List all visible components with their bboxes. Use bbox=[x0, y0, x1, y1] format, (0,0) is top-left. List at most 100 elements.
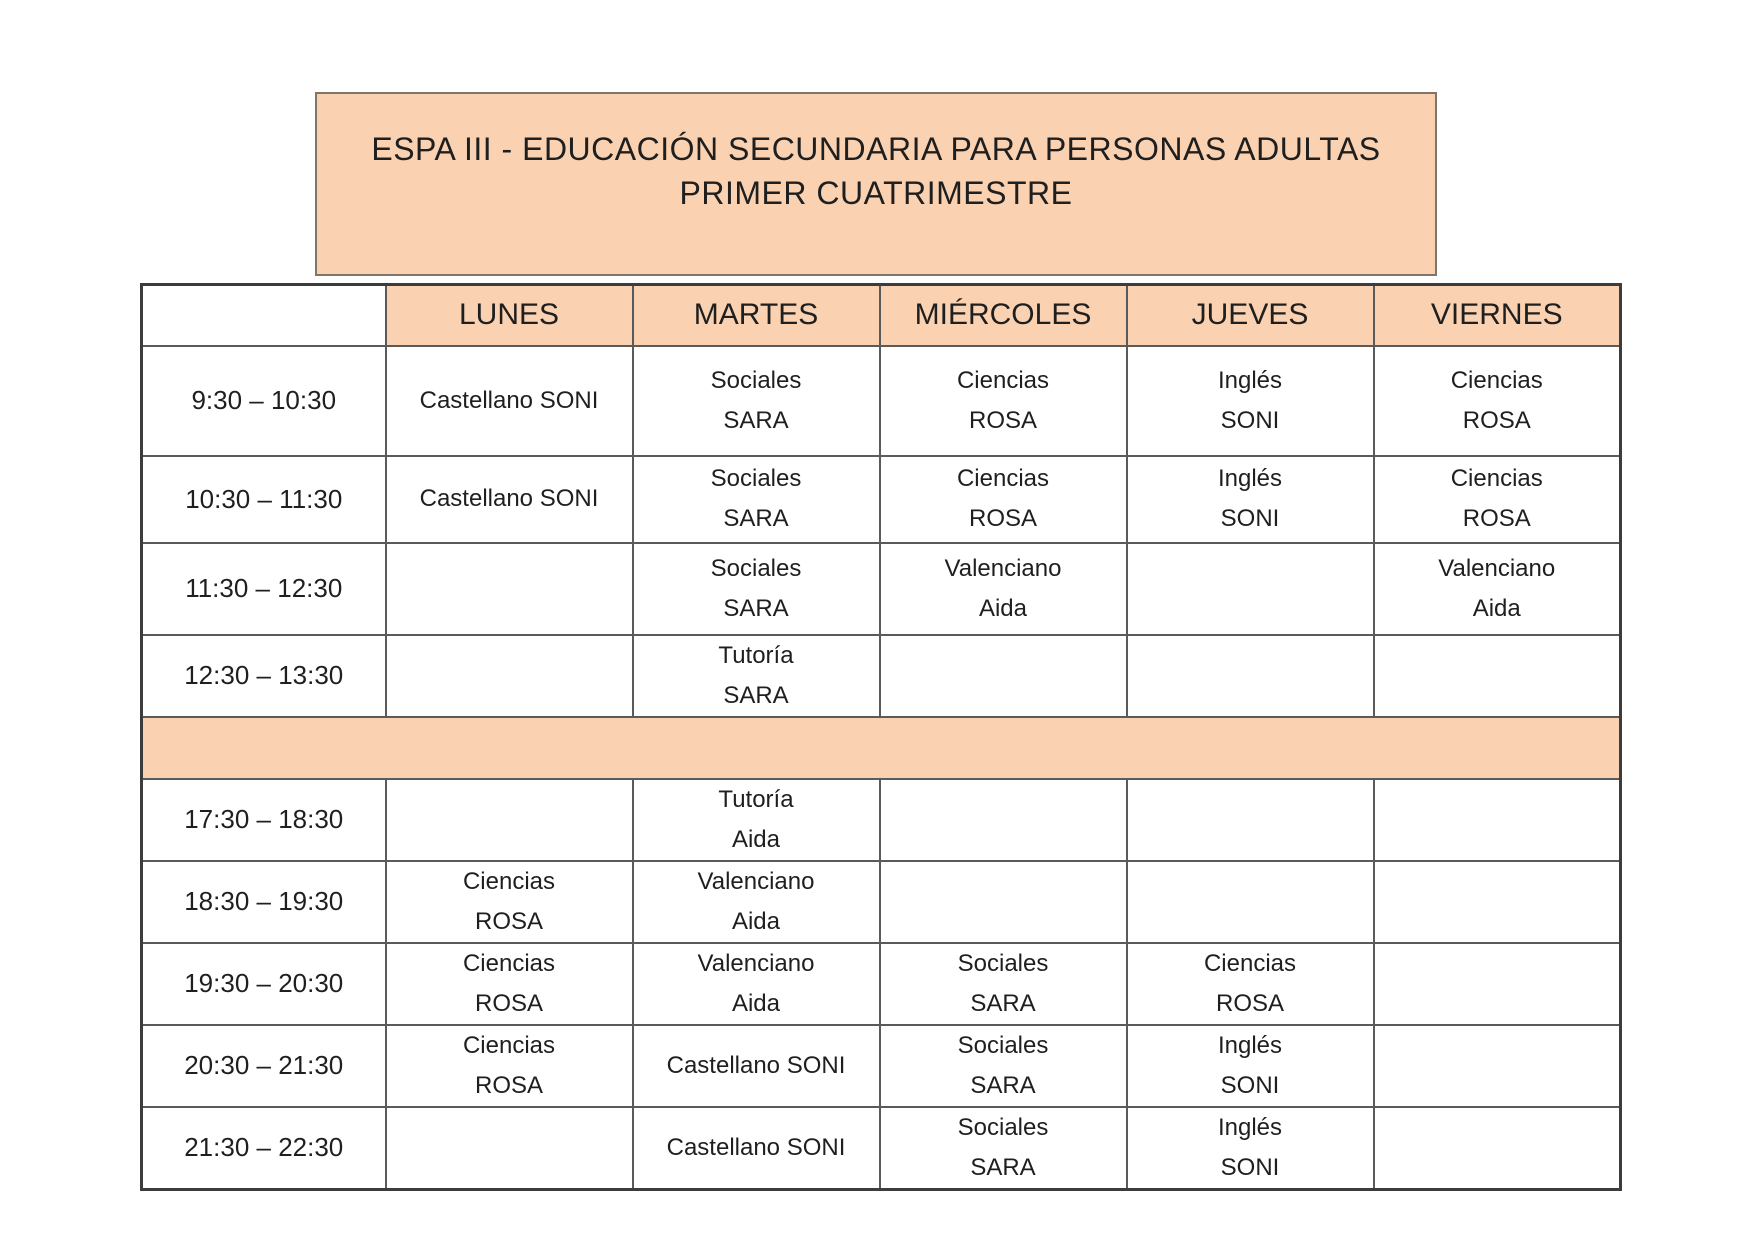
schedule-cell-line: Inglés bbox=[1217, 465, 1283, 492]
schedule-cell: Ciencias ROSA bbox=[1372, 344, 1622, 457]
schedule-cell: Valenciano Aida bbox=[1372, 541, 1622, 636]
schedule-cell bbox=[1125, 859, 1375, 944]
schedule-cell: Ciencias ROSA bbox=[878, 454, 1128, 544]
schedule-cell: Castellano SONI bbox=[631, 1023, 881, 1108]
schedule-cell bbox=[878, 633, 1128, 718]
schedule-cell-line: Inglés bbox=[1217, 1031, 1283, 1059]
schedule-cell-line: SARA bbox=[723, 505, 789, 532]
schedule-cell bbox=[1372, 859, 1622, 944]
schedule-cell-line: Aida bbox=[731, 825, 781, 853]
schedule-cell bbox=[1372, 777, 1622, 862]
time-cell: 12:30 – 13:30 bbox=[140, 633, 387, 718]
time-cell: 20:30 – 21:30 bbox=[140, 1023, 387, 1108]
schedule-cell-line: SONI bbox=[1220, 1153, 1280, 1181]
schedule-cell-line: Sociales bbox=[710, 366, 802, 394]
schedule-cell: Ciencias ROSA bbox=[384, 859, 634, 944]
schedule-cell: Tutoría Aida bbox=[631, 777, 881, 862]
schedule-cell bbox=[384, 633, 634, 718]
schedule-cell bbox=[1125, 777, 1375, 862]
schedule-cell bbox=[384, 1105, 634, 1190]
timetable-body: 9:30 – 10:30 Castellano SONI Sociales SARA C… bbox=[140, 344, 1622, 1190]
schedule-cell-line: Ciencias bbox=[1450, 366, 1543, 394]
time-cell: 21:30 – 22:30 bbox=[140, 1105, 387, 1190]
schedule-cell-line: ROSA bbox=[474, 907, 543, 935]
schedule-cell: Ciencias ROSA bbox=[1372, 454, 1622, 544]
schedule-cell: Ciencias ROSA bbox=[878, 344, 1128, 457]
schedule-cell-line: ROSA bbox=[968, 406, 1037, 434]
schedule-cell: Valenciano Aida bbox=[631, 859, 881, 944]
schedule-cell-line: ROSA bbox=[474, 989, 543, 1017]
schedule-cell-line: SARA bbox=[970, 1071, 1036, 1099]
title-line-1: ESPA III - EDUCACIÓN SECUNDARIA PARA PER… bbox=[371, 131, 1381, 167]
schedule-cell-line: Valenciano bbox=[697, 867, 815, 895]
schedule-cell bbox=[1372, 633, 1622, 718]
day-header-jueves: JUEVES bbox=[1125, 283, 1375, 347]
schedule-cell-line: Tutoría bbox=[718, 641, 794, 669]
schedule-cell: Valenciano Aida bbox=[878, 541, 1128, 636]
schedule-cell-line: Inglés bbox=[1217, 1113, 1283, 1141]
schedule-cell-line: Tutoría bbox=[718, 785, 794, 813]
time-cell: 9:30 – 10:30 bbox=[140, 344, 387, 457]
schedule-cell: Castellano SONI bbox=[384, 454, 634, 544]
header-row: LUNES MARTES MIÉRCOLES JUEVES VIERNES bbox=[140, 283, 1622, 347]
schedule-cell bbox=[1372, 1023, 1622, 1108]
schedule-cell-line: Ciencias bbox=[956, 366, 1050, 394]
timetable-row: 10:30 – 11:30 Castellano SONI Sociales SARA… bbox=[140, 454, 1622, 544]
schedule-cell-line: Valenciano bbox=[944, 554, 1062, 582]
schedule-cell-line: SARA bbox=[970, 1153, 1036, 1181]
schedule-cell-line: Aida bbox=[731, 907, 781, 935]
schedule-cell-line: ROSA bbox=[1462, 406, 1531, 434]
schedule-cell-line: Sociales bbox=[710, 465, 802, 492]
corner-cell bbox=[140, 283, 387, 347]
timetable: LUNES MARTES MIÉRCOLES JUEVES VIERNES 9:30 –… bbox=[140, 283, 1622, 1191]
timetable-row: 20:30 – 21:30 Ciencias ROSA Castellano SONI… bbox=[140, 1023, 1622, 1108]
schedule-cell-line: Aida bbox=[731, 989, 781, 1017]
separator-cell bbox=[140, 715, 1622, 780]
time-cell: 18:30 – 19:30 bbox=[140, 859, 387, 944]
schedule-cell-line: SARA bbox=[970, 989, 1036, 1017]
schedule-cell: Inglés SONI bbox=[1125, 1105, 1375, 1190]
schedule-cell-line: ROSA bbox=[968, 505, 1037, 532]
schedule-cell bbox=[878, 777, 1128, 862]
schedule-cell-line: ROSA bbox=[1215, 989, 1284, 1017]
schedule-cell-line: Ciencias bbox=[462, 949, 556, 977]
schedule-cell: Sociales SARA bbox=[631, 454, 881, 544]
timetable-row: 21:30 – 22:30 Castellano SONI Sociales SARA… bbox=[140, 1105, 1622, 1190]
schedule-cell bbox=[1372, 1105, 1622, 1190]
schedule-cell-line: Castellano SONI bbox=[419, 485, 599, 512]
timetable-row: 19:30 – 20:30 Ciencias ROSA Valenciano Aida S… bbox=[140, 941, 1622, 1026]
schedule-cell: Inglés SONI bbox=[1125, 1023, 1375, 1108]
schedule-cell-line: Castellano SONI bbox=[666, 1051, 846, 1079]
timetable-row: 17:30 – 18:30 Tutoría Aida bbox=[140, 777, 1622, 862]
timetable-row: 9:30 – 10:30 Castellano SONI Sociales SARA C… bbox=[140, 344, 1622, 457]
schedule-cell-line: Castellano SONI bbox=[419, 386, 599, 414]
schedule-cell: Castellano SONI bbox=[384, 344, 634, 457]
schedule-cell: Castellano SONI bbox=[631, 1105, 881, 1190]
schedule-cell-line: Valenciano bbox=[1438, 554, 1556, 582]
schedule-cell bbox=[384, 777, 634, 862]
schedule-cell bbox=[1125, 633, 1375, 718]
schedule-cell-line: Ciencias bbox=[462, 867, 556, 895]
separator-row bbox=[140, 715, 1622, 780]
schedule-cell-line: Valenciano bbox=[697, 949, 815, 977]
schedule-cell-line: Sociales bbox=[710, 554, 802, 582]
schedule-cell: Ciencias ROSA bbox=[1125, 941, 1375, 1026]
title-box: ESPA III - EDUCACIÓN SECUNDARIA PARA PER… bbox=[315, 92, 1437, 276]
schedule-cell-line: SONI bbox=[1220, 1071, 1280, 1099]
schedule-cell: Inglés SONI bbox=[1125, 344, 1375, 457]
schedule-cell: Sociales SARA bbox=[878, 1023, 1128, 1108]
schedule-cell-line: Sociales bbox=[957, 1031, 1049, 1059]
timetable-row: 12:30 – 13:30 Tutoría SARA bbox=[140, 633, 1622, 718]
day-header-miercoles: MIÉRCOLES bbox=[878, 283, 1128, 347]
schedule-cell: Inglés SONI bbox=[1125, 454, 1375, 544]
day-header-martes: MARTES bbox=[631, 283, 881, 347]
title-line-2: PRIMER CUATRIMESTRE bbox=[679, 175, 1073, 211]
schedule-cell-line: Aida bbox=[978, 594, 1028, 622]
time-cell: 10:30 – 11:30 bbox=[140, 454, 387, 544]
schedule-cell-line: Ciencias bbox=[1450, 465, 1543, 492]
schedule-cell: Sociales SARA bbox=[878, 941, 1128, 1026]
schedule-cell bbox=[878, 859, 1128, 944]
schedule-cell: Valenciano Aida bbox=[631, 941, 881, 1026]
schedule-cell-line: Ciencias bbox=[462, 1031, 556, 1059]
